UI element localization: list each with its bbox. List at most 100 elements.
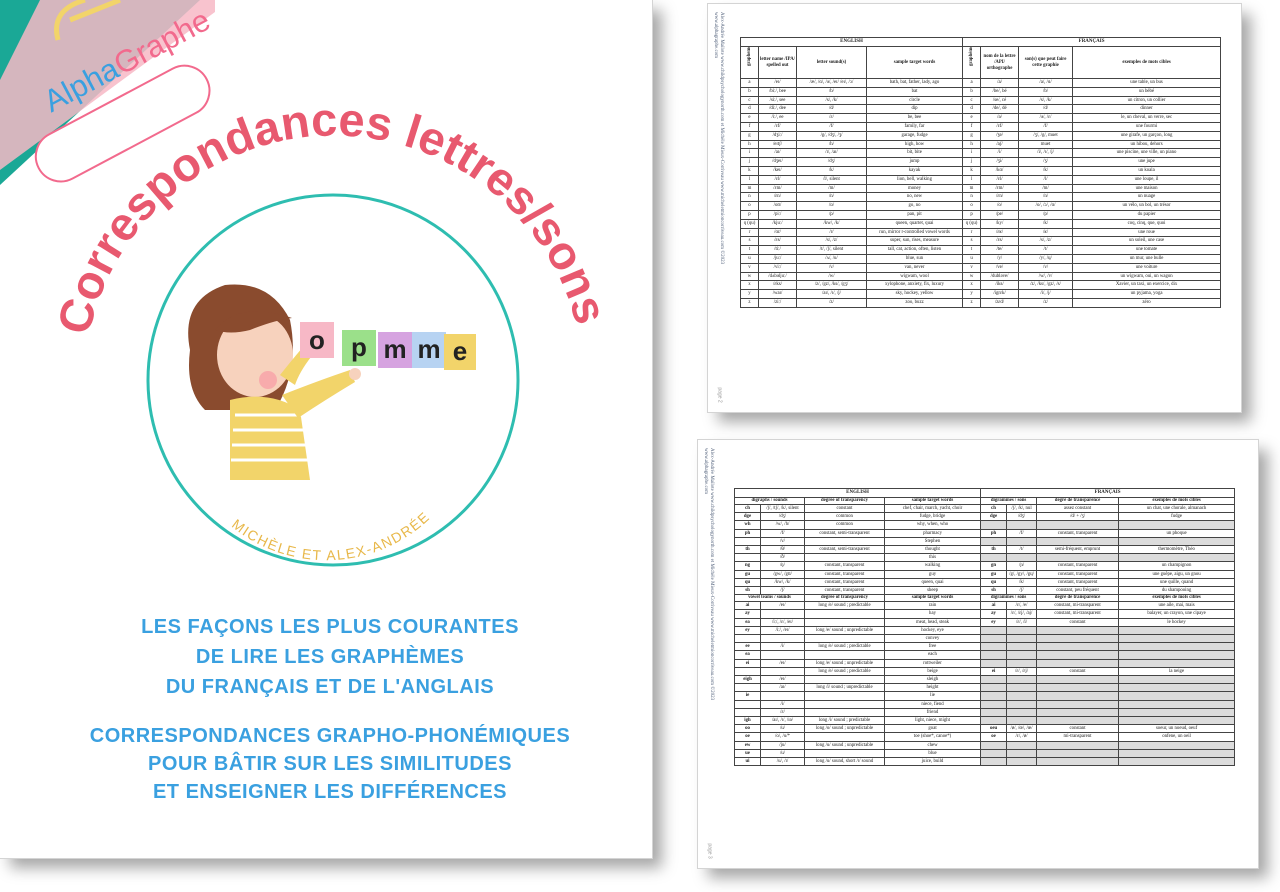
- table-cell: /v/: [760, 536, 805, 547]
- table-cell: constant, transparent: [1036, 561, 1120, 571]
- table-cell: /ɛ/, /ø/: [1006, 732, 1038, 742]
- table-cell: f: [962, 121, 982, 132]
- table-cell: un vélo, un bol, un trésor: [1072, 201, 1222, 211]
- table-cell: j: [740, 157, 759, 167]
- table-row: ea each: [734, 650, 1236, 660]
- table-row: /i/niece, fiend: [734, 699, 1236, 709]
- table-cell: /ð/: [760, 553, 805, 563]
- table-cell: [1036, 520, 1120, 530]
- table-cell: /siː/, see: [758, 95, 797, 106]
- table-cell: /θ/: [760, 545, 805, 555]
- table-cell: /ɛl/: [980, 174, 1020, 185]
- table-cell: s: [740, 236, 759, 247]
- table-cell: long /e/ sound ; predictable: [804, 601, 885, 611]
- table-cell: [1036, 707, 1120, 718]
- col-sample-words: sample target words: [865, 46, 964, 79]
- table-cell: /g/, /dʒ/, /ʒ/: [796, 130, 867, 141]
- table-row: k/keɪ//k/kayak k/kɑ//k/un koala: [740, 165, 1222, 176]
- table-cell: /w/, /h/: [760, 520, 805, 530]
- table-cell: [1036, 699, 1120, 709]
- table-cell: /d/: [796, 104, 867, 115]
- table-cell: /kjuː/: [758, 218, 797, 229]
- table-cell: [980, 691, 1008, 701]
- table-cell: friend: [883, 707, 982, 718]
- table-cell: guy: [883, 569, 982, 579]
- table-cell: h: [740, 139, 759, 150]
- letter-card-o: o: [300, 322, 334, 358]
- table-cell: /iks/: [980, 280, 1020, 291]
- table-cell: un hibou, dehors: [1072, 139, 1222, 150]
- table-cell: m: [740, 183, 759, 194]
- table-cell: [1006, 748, 1038, 759]
- col-transparency: degree of transparency: [804, 497, 885, 505]
- table-cell: [1036, 740, 1120, 750]
- table-cell: /t/: [1018, 245, 1074, 255]
- table-cell: /o/, /u/*: [760, 732, 805, 742]
- table-cell: n: [740, 192, 759, 203]
- table-cell: [1118, 625, 1236, 636]
- table-cell: o: [962, 201, 982, 211]
- table-row: a/eɪ//æ/, /ɑ/, /ə/, /eɪ/ /eɪ/, /ɔ/bath, …: [740, 78, 1222, 88]
- table-cell: /tiː/: [758, 245, 797, 255]
- table-cell: [980, 658, 1008, 668]
- table-cell: sh: [734, 586, 761, 596]
- table-row: q (qu)/kjuː//kw/, /k/queen, quartet, qua…: [740, 218, 1222, 229]
- table-cell: /s/, /k/: [796, 95, 867, 106]
- table-cell: convey: [883, 634, 982, 644]
- table-cell: r: [962, 227, 982, 238]
- table-cell: wh: [734, 520, 761, 530]
- table-cell: constant, mi-transparent: [1036, 601, 1120, 611]
- table-cell: [1118, 683, 1236, 693]
- table-cell: mi-transparent: [1036, 732, 1120, 742]
- table-cell: /u/, /ɪ/: [760, 757, 805, 767]
- table-cell: constant, transparent: [1036, 577, 1120, 588]
- table-cell: [1118, 536, 1236, 547]
- table-cell: une loupe, il: [1072, 174, 1222, 185]
- table-cell: /ɛm/: [980, 183, 1020, 194]
- table-cell: /eɪ/: [760, 675, 805, 685]
- table-cell: money: [865, 183, 964, 194]
- table-cell: /keɪ/: [758, 165, 797, 176]
- table-cell: light, niece, might: [883, 716, 982, 726]
- table-row: z/ziː//z/zoo, buzz z/zɛd//z/zéro: [740, 297, 1222, 308]
- col-transparency-2: degree of transparency: [804, 594, 885, 603]
- table-cell: constant: [1036, 724, 1120, 734]
- table-cell: /dʒ/: [1006, 512, 1038, 522]
- table-cell: ai: [734, 601, 761, 611]
- table-cell: wigwam, wool: [865, 271, 964, 282]
- table-cell: [1118, 707, 1236, 718]
- table-row: ai/eɪ/long /e/ sound ; predictable rain ai…: [734, 601, 1236, 611]
- table-row: x/ɛks//z/, /gz/, /ks/, /gʒ/xylophone, an…: [740, 280, 1222, 291]
- table-cell: /m/: [796, 183, 867, 194]
- table-cell: [734, 536, 761, 547]
- table-cell: why, when, who: [883, 520, 982, 530]
- table-cell: [734, 634, 761, 644]
- table-cell: long /i/ sound ; unpredictable: [804, 683, 885, 693]
- table-cell: x: [962, 280, 982, 291]
- paperclip-icon: [54, 0, 121, 41]
- table-cell: thought: [883, 545, 982, 555]
- table-cell: [760, 650, 805, 660]
- table-cell: k: [740, 165, 759, 176]
- table-cell: gu: [980, 569, 1008, 579]
- table-row: u/juː//ʌ/, /u/blue, sun u/y//y/, /ɥ/un mu…: [740, 253, 1222, 264]
- table-cell: [1036, 658, 1120, 668]
- table-cell: fudge: [1118, 512, 1236, 522]
- letter-card-m2: m: [412, 332, 446, 368]
- table-cell: [804, 699, 885, 709]
- table-cell: oe: [734, 732, 761, 742]
- english-heading-p3: ENGLISH: [733, 488, 982, 498]
- table-row: f/ɛf//f/family, far f/ɛf//f/une fourmi: [740, 121, 1222, 132]
- table-cell: /ɛ/, /i/: [1006, 617, 1038, 627]
- table-cell: /k/: [796, 165, 867, 176]
- tagline-line-2: POUR BÂTIR SUR LES SIMILITUDES: [148, 753, 512, 775]
- table-row: long /e/ sound ; predictable beige ei/ɛ/, …: [734, 666, 1236, 677]
- table-cell: ai: [980, 601, 1008, 611]
- table-cell: [1036, 683, 1120, 693]
- table-row: j/dʒeɪ//dʒ/jump j/ʒi//ʒ/une jupe: [740, 157, 1222, 167]
- tagline-line-3: ET ENSEIGNER LES DIFFÉRENCES: [152, 781, 508, 803]
- table-cell: [1006, 658, 1038, 668]
- table-cell: i: [962, 148, 982, 159]
- table-row: e/iː/, ee/ɛ/be, bee e/ə//ə/, /ɛ/le, un ch…: [740, 113, 1222, 123]
- table-cell: z: [962, 297, 982, 308]
